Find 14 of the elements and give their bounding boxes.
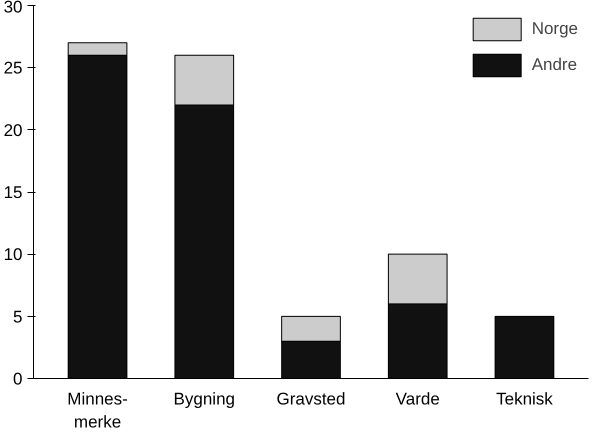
legend-label: Norge — [532, 19, 578, 39]
legend-label: Andre — [532, 55, 578, 75]
y-tick-label: 20 — [4, 120, 23, 140]
x-tick-label: Bygning — [174, 390, 235, 408]
x-tick-label: Teknisk — [496, 390, 554, 408]
y-tick-label: 0 — [13, 370, 23, 388]
y-tick-label: 30 — [4, 0, 23, 16]
y-tick-label: 5 — [13, 307, 23, 326]
y-tick-label: 10 — [4, 245, 23, 264]
y-tick-label: 25 — [4, 58, 23, 78]
x-tick-label: Gravsted — [276, 390, 346, 408]
x-tick-label: Varde — [396, 390, 440, 408]
x-tick-label: Minnes- merke — [67, 390, 128, 432]
y-tick-label: 15 — [4, 183, 23, 202]
